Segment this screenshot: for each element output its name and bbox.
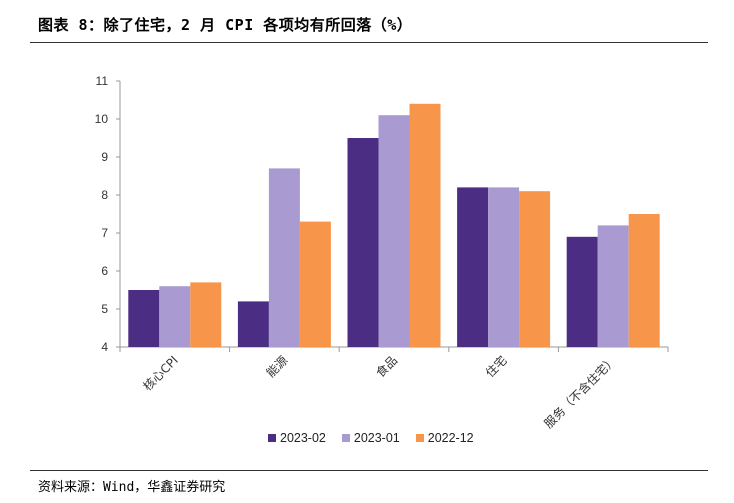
bar-2022-12-3 [519,191,551,347]
y-tick-label: 9 [101,150,108,164]
bar-2023-01-4 [597,225,629,347]
bar-2023-01-1 [268,168,300,347]
y-tick-label: 8 [101,188,108,202]
bar-2022-12-2 [409,103,441,347]
legend-swatch-2023-02 [268,434,276,442]
legend-item-2023-01: 2023-01 [341,431,400,445]
y-tick-label: 10 [95,112,109,126]
x-category-label: 核心CPI [141,353,181,393]
bar-2023-02-0 [128,290,160,347]
bar-2023-02-3 [457,187,489,347]
y-tick-label: 11 [96,74,109,88]
bar-2023-02-4 [566,236,598,347]
x-category-label: 住宅 [482,353,510,381]
bar-2022-12-0 [190,282,222,347]
legend-label-2022-12: 2022-12 [427,431,474,445]
y-tick-label: 5 [101,302,108,316]
bar-2023-01-3 [488,187,520,347]
legend-item-2022-12: 2022-12 [415,431,474,445]
x-category-label: 服务（不含住宅） [541,353,619,431]
y-tick-label: 4 [101,340,108,354]
legend-swatch-2023-01 [341,434,350,442]
x-category-label: 能源 [264,353,291,380]
legend-label-2023-02: 2023-02 [280,431,326,445]
y-tick-label: 6 [101,264,108,278]
legend: 2023-02 2023-01 2022-12 [268,431,474,445]
x-category-label: 食品 [373,353,401,381]
bottom-rule [30,470,708,471]
chart-title: 图表 8：除了住宅，2 月 CPI 各项均有所回落（%） [38,16,413,34]
legend-label-2023-01: 2023-01 [353,431,400,445]
legend-item-2023-02: 2023-02 [268,431,326,445]
source-note: 资料来源：Wind，华鑫证券研究 [38,480,226,495]
bar-2023-01-0 [159,286,191,347]
bar-2022-12-4 [628,214,660,347]
bar-2023-01-2 [378,115,410,347]
y-tick-label: 7 [101,226,108,240]
top-rule [30,42,708,43]
bar-2023-02-1 [237,301,269,347]
bar-2022-12-1 [299,221,331,347]
bar-2023-02-2 [347,138,379,347]
legend-swatch-2022-12 [415,434,424,442]
